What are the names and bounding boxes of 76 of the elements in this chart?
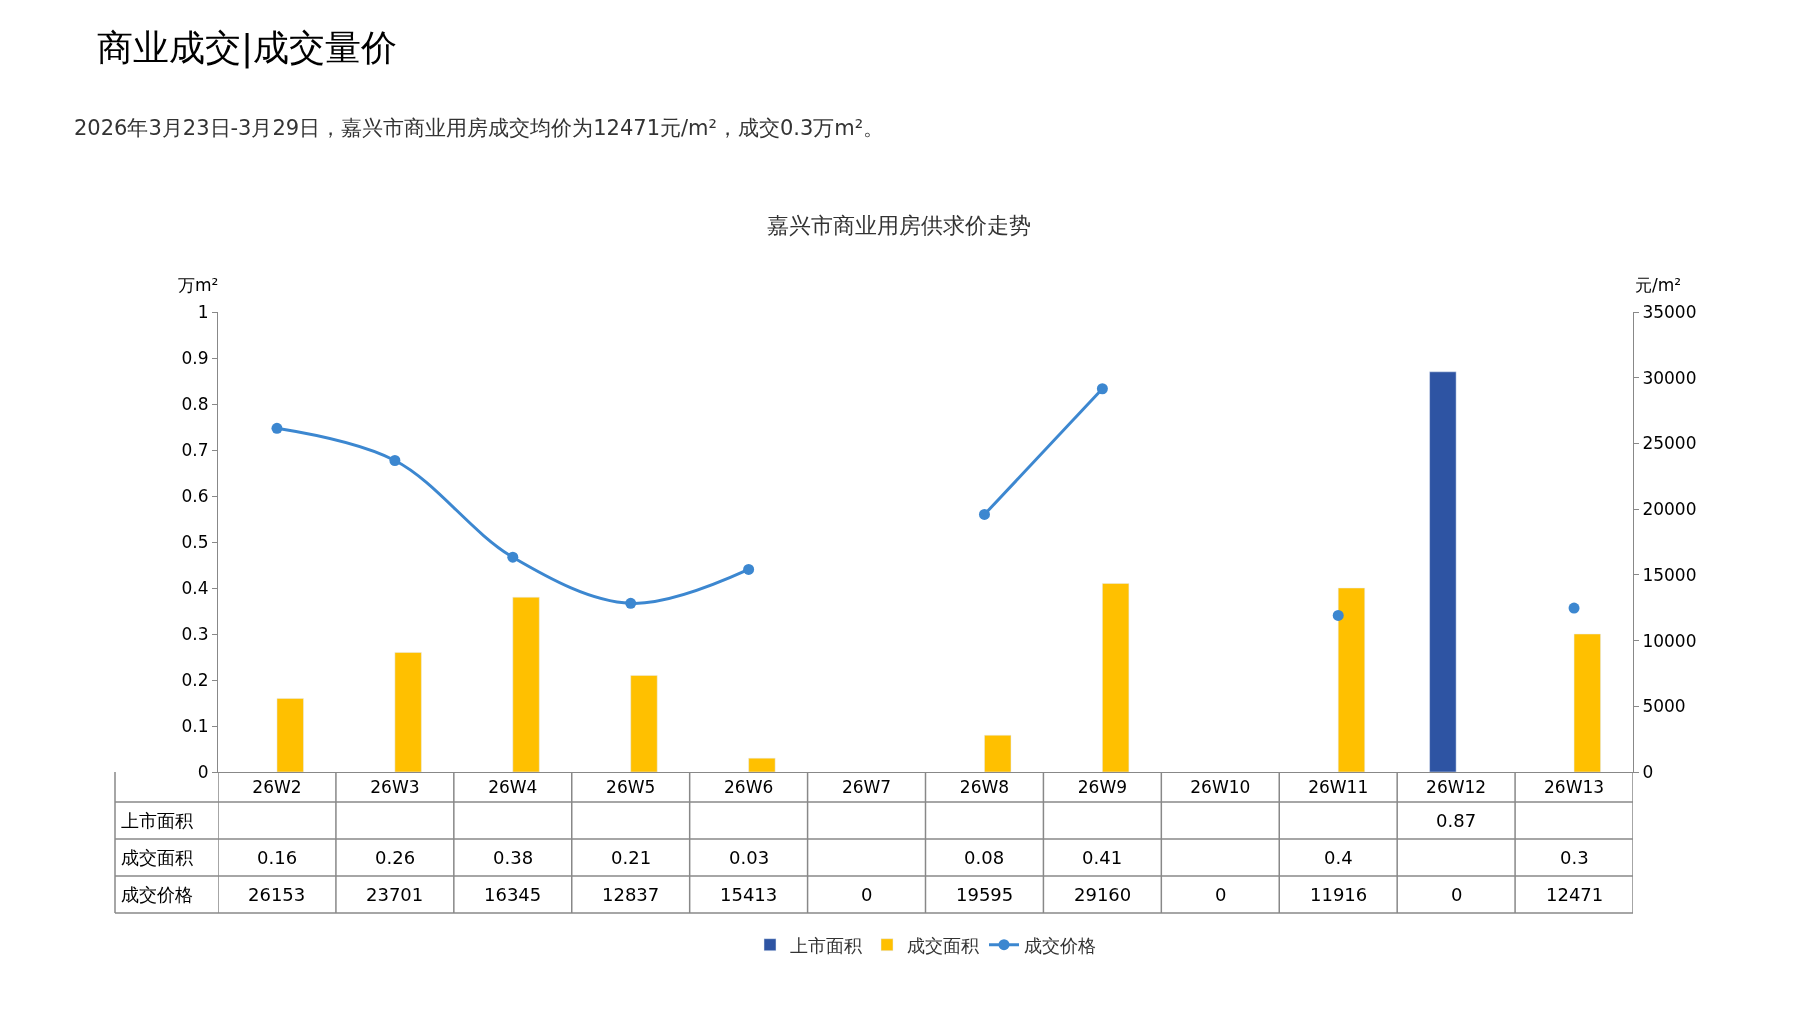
y2-axis-title: 元/m² bbox=[1635, 275, 1682, 295]
x-tick-label: 26W3 bbox=[370, 777, 420, 798]
y2-tick-label: 0 bbox=[1642, 761, 1654, 782]
y-tick-label: 0.4 bbox=[181, 577, 209, 598]
data-label: 16345 bbox=[484, 884, 542, 905]
point bbox=[1332, 609, 1344, 621]
bar bbox=[276, 698, 304, 772]
text: 成交面积 bbox=[121, 847, 193, 868]
y-tick-label: 0.7 bbox=[181, 439, 209, 460]
y2-tick-label: 10000 bbox=[1642, 630, 1697, 651]
y2-tick-label: 5000 bbox=[1642, 696, 1686, 717]
x-tick-label: 26W13 bbox=[1544, 777, 1605, 798]
bar bbox=[630, 675, 658, 772]
y-tick-label: 0.5 bbox=[181, 531, 209, 552]
text: 商业成交|成交量价 bbox=[97, 27, 398, 69]
x-tick-label: 26W6 bbox=[724, 777, 774, 798]
y2-tick-label: 20000 bbox=[1642, 499, 1697, 520]
x-tick-label: 26W2 bbox=[252, 777, 302, 798]
x-tick-label: 26W9 bbox=[1077, 777, 1128, 798]
data-label: 0.38 bbox=[493, 847, 534, 868]
y-tick-label: 0.6 bbox=[181, 485, 209, 506]
x-tick-label: 26W12 bbox=[1426, 777, 1487, 798]
x-tick-label: 26W5 bbox=[606, 777, 656, 798]
data-label: 0.21 bbox=[611, 847, 652, 868]
y-tick-label: 0.8 bbox=[181, 393, 209, 414]
data-label: 0.87 bbox=[1436, 810, 1477, 831]
legend-label: 上市面积 bbox=[790, 934, 862, 956]
data-label: 19595 bbox=[956, 884, 1014, 905]
y-tick-label: 0 bbox=[197, 761, 209, 782]
chart-title: 嘉兴市商业用房供求价走势 bbox=[766, 212, 1031, 238]
text: 0 bbox=[1451, 884, 1463, 905]
y-tick-label: 0.1 bbox=[181, 715, 209, 736]
bar bbox=[748, 757, 776, 772]
y-tick-label: 0.2 bbox=[181, 669, 209, 690]
data-label: 23701 bbox=[366, 884, 424, 905]
bar bbox=[1102, 583, 1130, 772]
data-label: 0.3 bbox=[1560, 847, 1589, 868]
y2-tick-label: 15000 bbox=[1642, 564, 1697, 585]
y2-tick-label: 30000 bbox=[1642, 367, 1697, 388]
legend-label: 成交价格 bbox=[1024, 934, 1096, 956]
text: 成交价格 bbox=[121, 884, 193, 905]
data-label: 11916 bbox=[1310, 884, 1368, 905]
x-tick-label: 26W8 bbox=[959, 777, 1010, 798]
y-tick-label: 0.3 bbox=[181, 623, 209, 644]
bar bbox=[1337, 587, 1365, 772]
data-label: 29160 bbox=[1074, 884, 1132, 905]
data-label: 0.16 bbox=[257, 847, 298, 868]
data-label: 12837 bbox=[602, 884, 660, 905]
x-tick-label: 26W11 bbox=[1308, 777, 1369, 798]
legend-label: 成交面积 bbox=[907, 934, 979, 956]
data-label: 0.4 bbox=[1324, 847, 1353, 868]
bar bbox=[1573, 633, 1601, 772]
data-label: 0.08 bbox=[964, 847, 1005, 868]
y-tick-label: 1 bbox=[197, 301, 209, 322]
y-axis-title: 万m² bbox=[178, 275, 219, 295]
text: 2026年3月23日-3月29日，嘉兴市商业用房成交均价为12471元/m²，成交0.3万m²。 bbox=[74, 116, 885, 140]
point bbox=[1568, 602, 1580, 614]
y2-tick-label: 35000 bbox=[1642, 301, 1697, 322]
x-tick-label: 26W4 bbox=[488, 777, 538, 798]
text: 0 bbox=[861, 884, 873, 905]
x-tick-label: 26W7 bbox=[841, 777, 892, 798]
text: 0 bbox=[1215, 884, 1227, 905]
data-label: 0.03 bbox=[729, 847, 770, 868]
bar bbox=[512, 596, 540, 772]
data-label: 26153 bbox=[248, 884, 306, 905]
data-label: 0.26 bbox=[375, 847, 416, 868]
data-label: 12471 bbox=[1546, 884, 1604, 905]
text: 上市面积 bbox=[121, 810, 193, 831]
y2-tick-label: 25000 bbox=[1642, 433, 1697, 454]
data-label: 0.41 bbox=[1082, 847, 1123, 868]
data-label: 15413 bbox=[720, 884, 778, 905]
bar bbox=[394, 652, 422, 772]
x-tick-label: 26W10 bbox=[1190, 777, 1251, 798]
bar bbox=[984, 734, 1012, 772]
bar bbox=[1429, 371, 1457, 772]
y-tick-label: 0.9 bbox=[181, 347, 209, 368]
